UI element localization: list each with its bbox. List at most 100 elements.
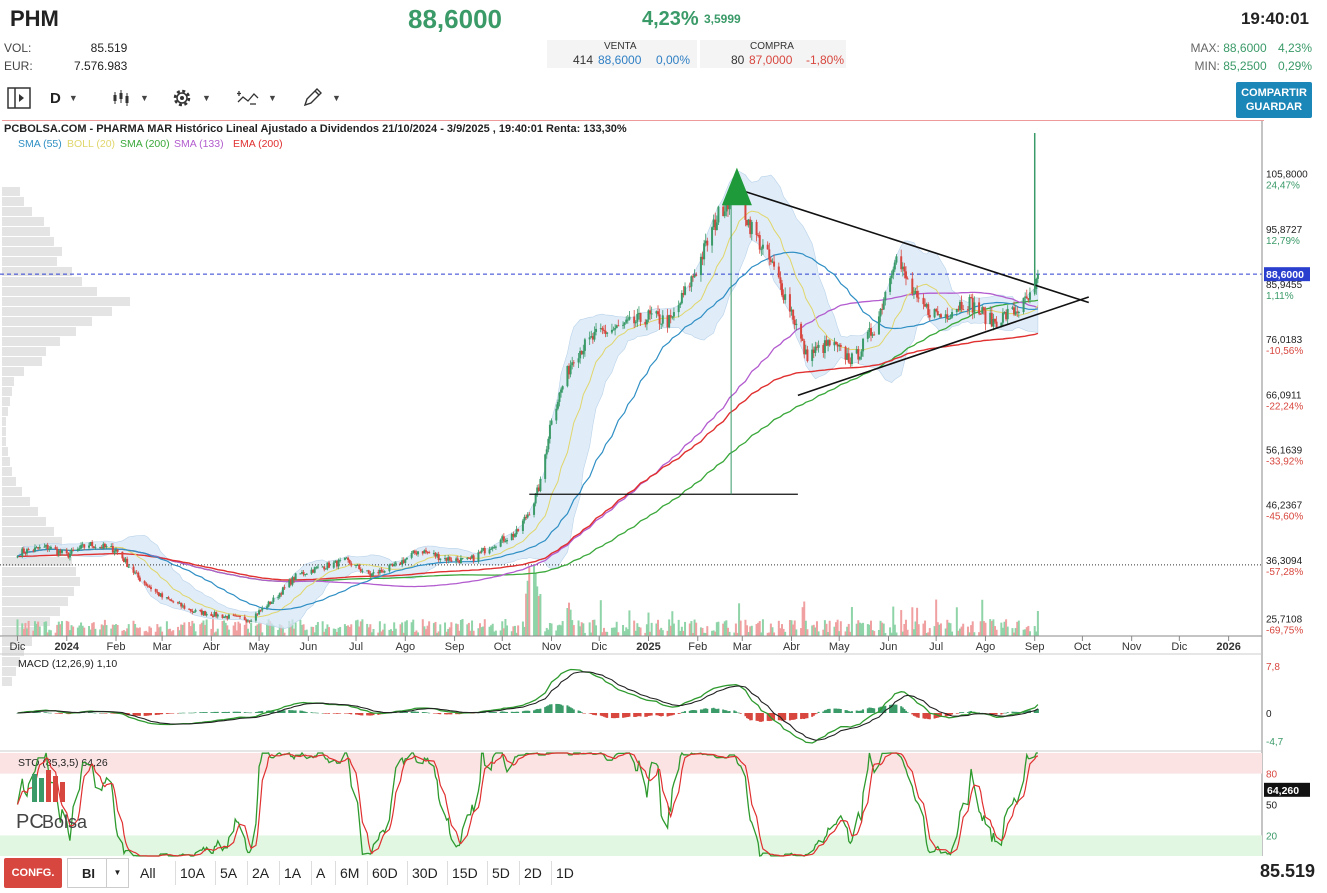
panel-toggle-button[interactable] [6, 86, 32, 110]
config-button[interactable]: CONFG. [4, 858, 62, 888]
macd-histogram-bar [102, 712, 105, 714]
volume-bar [99, 629, 102, 636]
candle-body [847, 353, 850, 363]
macd-histogram-bar [583, 713, 586, 714]
range-button-5a[interactable]: 5A [220, 865, 238, 881]
candle-body [49, 546, 52, 549]
candle-body [43, 546, 46, 548]
volume-bar [657, 619, 660, 636]
macd-histogram-bar [544, 707, 547, 713]
volume-bar [746, 625, 749, 636]
candle-body [610, 329, 613, 333]
volume-bar [404, 621, 407, 636]
macd-histogram-bar [604, 713, 607, 718]
macd-histogram-bar [37, 712, 40, 713]
macd-histogram-bar [606, 713, 609, 718]
macd-histogram-bar [437, 713, 440, 715]
price-chart[interactable]: 105,800024,47%95,872712,79%85,94551,11%7… [0, 121, 1325, 857]
volume-bar [383, 623, 386, 636]
macd-histogram-bar [517, 711, 520, 713]
macd-histogram-bar [202, 712, 205, 713]
chevron-down-icon: ▼ [202, 93, 211, 103]
volume-bar [769, 623, 772, 636]
volume-bar [970, 625, 973, 636]
volume-bar [749, 626, 752, 636]
volume-bar [345, 625, 348, 636]
candle-body [413, 550, 416, 554]
candle-body [788, 294, 791, 312]
volume-bar [428, 621, 431, 636]
volume-bar [393, 622, 396, 636]
volume-bar [423, 626, 426, 636]
indicators-select[interactable]: ▼ [236, 86, 277, 110]
volume-bar [933, 626, 936, 636]
candle-body [871, 334, 874, 336]
range-button-1d[interactable]: 1D [556, 865, 574, 881]
volume-bar [521, 621, 524, 636]
volume-bar [261, 632, 264, 636]
macd-histogram-bar [792, 713, 795, 720]
range-button-2d[interactable]: 2D [524, 865, 542, 881]
range-button-2a[interactable]: 2A [252, 865, 270, 881]
x-tick-label: May [829, 641, 850, 653]
macd-histogram-bar [358, 713, 361, 716]
candle-body [202, 611, 205, 615]
macd-histogram-bar [917, 713, 920, 718]
macd-histogram-bar [577, 710, 580, 713]
candle-body [72, 549, 75, 551]
range-button-1a[interactable]: 1A [284, 865, 302, 881]
macd-histogram-bar [590, 713, 593, 714]
macd-histogram-bar [32, 712, 35, 713]
range-button-5d[interactable]: 5D [492, 865, 510, 881]
macd-histogram-bar [302, 711, 305, 713]
volume-bar [1028, 631, 1031, 636]
eur-value: 7.576.983 [73, 59, 128, 73]
macd-histogram-bar [221, 711, 224, 713]
period-select[interactable]: D ▼ [50, 86, 78, 110]
volume-label: VOL: [4, 41, 32, 55]
candle-body [547, 438, 550, 450]
volume-bar [755, 624, 758, 636]
volume-bar [924, 620, 927, 636]
drawing-tools-select[interactable]: ▼ [302, 86, 341, 110]
candle-body [424, 550, 427, 552]
range-button-30d[interactable]: 30D [412, 865, 438, 881]
range-button-6m[interactable]: 6M [340, 865, 360, 881]
macd-histogram-bar [323, 713, 326, 714]
ticker-symbol: PHM [10, 6, 59, 31]
candle-body [294, 573, 297, 581]
volume-bar [299, 619, 302, 636]
volume-bar [633, 620, 636, 636]
share-save-button[interactable]: COMPARTIR GUARDAR [1236, 82, 1312, 118]
volume-bar [537, 595, 540, 636]
macd-histogram-bar [822, 711, 825, 713]
range-button-10a[interactable]: 10A [180, 865, 205, 881]
volume-bar [628, 610, 631, 636]
candle-body [571, 362, 574, 366]
chart-area[interactable]: 105,8000 24,47% 95,8727 12,79% 85,9455 1,11% 7… [0, 120, 1310, 857]
candle-body [37, 547, 40, 549]
candle-body [143, 581, 146, 584]
range-button-a[interactable]: A [316, 865, 326, 881]
volume-bar [911, 607, 914, 636]
chart-type-select[interactable]: ▼ [112, 86, 149, 110]
macd-histogram-bar [510, 711, 513, 713]
range-button-all[interactable]: All [140, 865, 156, 881]
range-button-60d[interactable]: 60D [372, 865, 398, 881]
settings-select[interactable]: ▼ [170, 86, 211, 110]
volume-bar [622, 624, 625, 636]
x-tick-label: Abr [783, 641, 800, 653]
volume-bar [912, 629, 915, 636]
macd-histogram-bar [134, 713, 137, 716]
macd-histogram-bar [92, 712, 95, 714]
macd-histogram-bar [444, 713, 447, 715]
candle-body [633, 316, 636, 324]
macd-histogram-bar [588, 713, 591, 714]
range-separator [279, 861, 280, 885]
volume-bar [169, 628, 172, 636]
macd-histogram-bar [801, 713, 804, 719]
mode-select[interactable]: BI ▼ [67, 858, 129, 888]
y-tick-percent: -22,24% [1266, 401, 1303, 412]
range-button-15d[interactable]: 15D [452, 865, 478, 881]
candle-body [884, 291, 887, 301]
